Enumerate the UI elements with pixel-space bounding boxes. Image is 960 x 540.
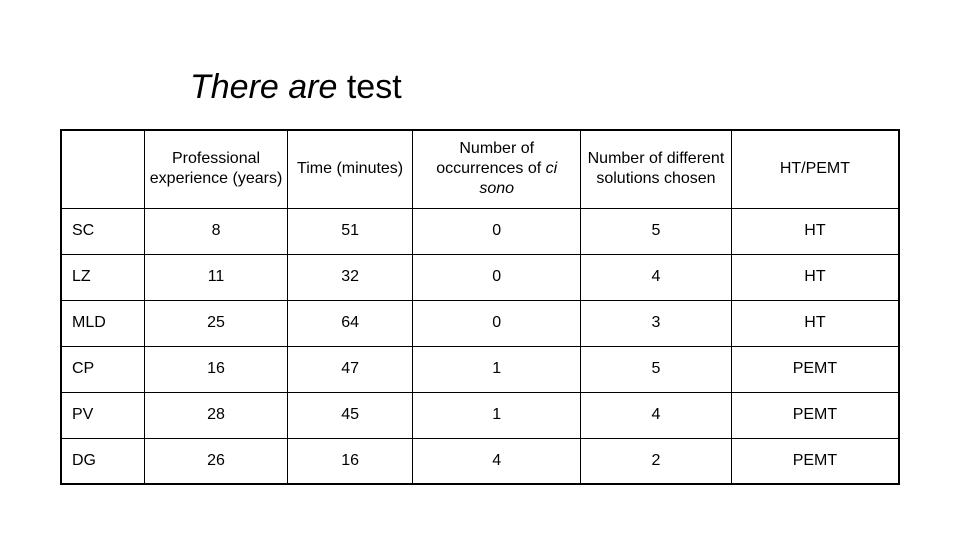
cell-mode: PEMT bbox=[731, 346, 899, 392]
cell-mode: HT bbox=[731, 254, 899, 300]
cell-experience: 8 bbox=[145, 208, 287, 254]
row-label: SC bbox=[61, 208, 145, 254]
row-label: CP bbox=[61, 346, 145, 392]
cell-mode: PEMT bbox=[731, 438, 899, 484]
cell-time: 32 bbox=[287, 254, 413, 300]
cell-mode: HT bbox=[731, 300, 899, 346]
cell-solutions: 5 bbox=[581, 346, 732, 392]
slide-container: There are test Professional experience (… bbox=[0, 0, 960, 540]
cell-experience: 11 bbox=[145, 254, 287, 300]
cell-solutions: 4 bbox=[581, 254, 732, 300]
cell-experience: 26 bbox=[145, 438, 287, 484]
cell-time: 47 bbox=[287, 346, 413, 392]
table-row: CP 16 47 1 5 PEMT bbox=[61, 346, 899, 392]
cell-solutions: 3 bbox=[581, 300, 732, 346]
col-header-occurrences-pre: Number of occurrences of bbox=[436, 140, 545, 177]
col-header-experience: Professional experience (years) bbox=[145, 130, 287, 208]
row-label: MLD bbox=[61, 300, 145, 346]
cell-occurrences: 0 bbox=[413, 208, 581, 254]
cell-occurrences: 4 bbox=[413, 438, 581, 484]
row-label: PV bbox=[61, 392, 145, 438]
table-row: LZ 11 32 0 4 HT bbox=[61, 254, 899, 300]
cell-solutions: 2 bbox=[581, 438, 732, 484]
page-title: There are test bbox=[190, 70, 900, 104]
cell-solutions: 4 bbox=[581, 392, 732, 438]
cell-time: 45 bbox=[287, 392, 413, 438]
col-header-time: Time (minutes) bbox=[287, 130, 413, 208]
cell-experience: 25 bbox=[145, 300, 287, 346]
cell-mode: PEMT bbox=[731, 392, 899, 438]
col-header-solutions: Number of different solutions chosen bbox=[581, 130, 732, 208]
table-row: SC 8 51 0 5 HT bbox=[61, 208, 899, 254]
col-header-mode: HT/PEMT bbox=[731, 130, 899, 208]
cell-occurrences: 1 bbox=[413, 392, 581, 438]
col-header-occurrences: Number of occurrences of ci sono bbox=[413, 130, 581, 208]
col-header-blank bbox=[61, 130, 145, 208]
cell-time: 16 bbox=[287, 438, 413, 484]
table-row: MLD 25 64 0 3 HT bbox=[61, 300, 899, 346]
cell-time: 51 bbox=[287, 208, 413, 254]
title-italic-part: There are bbox=[190, 68, 337, 106]
cell-solutions: 5 bbox=[581, 208, 732, 254]
title-rest: test bbox=[337, 68, 401, 106]
cell-mode: HT bbox=[731, 208, 899, 254]
row-label: DG bbox=[61, 438, 145, 484]
cell-occurrences: 0 bbox=[413, 254, 581, 300]
cell-experience: 16 bbox=[145, 346, 287, 392]
cell-experience: 28 bbox=[145, 392, 287, 438]
cell-occurrences: 1 bbox=[413, 346, 581, 392]
table-row: DG 26 16 4 2 PEMT bbox=[61, 438, 899, 484]
row-label: LZ bbox=[61, 254, 145, 300]
table-row: PV 28 45 1 4 PEMT bbox=[61, 392, 899, 438]
cell-time: 64 bbox=[287, 300, 413, 346]
results-table: Professional experience (years) Time (mi… bbox=[60, 129, 900, 485]
cell-occurrences: 0 bbox=[413, 300, 581, 346]
table-header-row: Professional experience (years) Time (mi… bbox=[61, 130, 899, 208]
